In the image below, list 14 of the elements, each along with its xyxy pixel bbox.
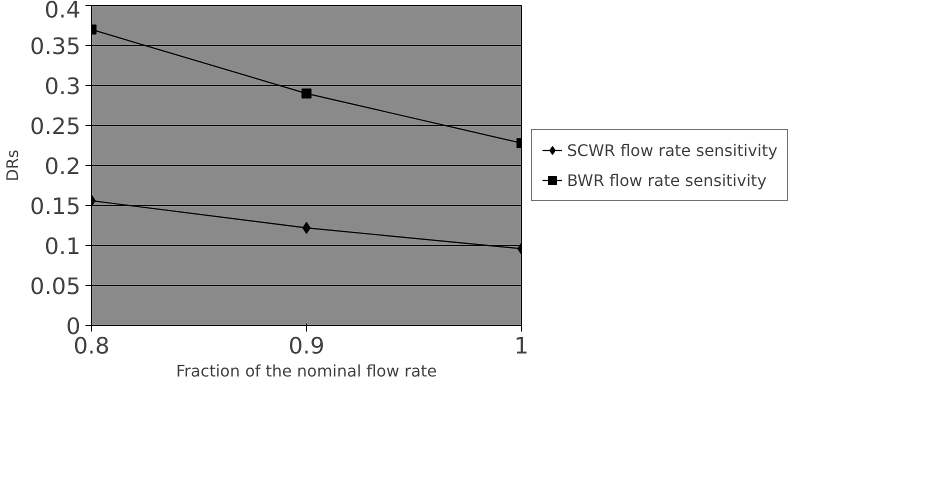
y-tick-label: 0.2: [44, 154, 80, 180]
x-axis-title: Fraction of the nominal flow rate: [176, 362, 437, 380]
y-axis-title: DRs: [3, 150, 22, 182]
y-tick-label: 0.25: [30, 114, 81, 140]
y-tick-label: 0.1: [44, 234, 80, 260]
y-tick-label: 0.3: [44, 74, 80, 100]
x-tick-label: 0.9: [288, 334, 325, 360]
x-tick-label: 1: [514, 334, 529, 360]
y-tick-label: 0.4: [44, 0, 80, 24]
legend-label: SCWR flow rate sensitivity: [567, 140, 778, 160]
y-tick-label: 0.35: [30, 34, 81, 60]
y-tick-label: 0.05: [30, 274, 81, 300]
legend-label: BWR flow rate sensitivity: [567, 170, 767, 190]
y-tick-label: 0.15: [30, 194, 81, 220]
